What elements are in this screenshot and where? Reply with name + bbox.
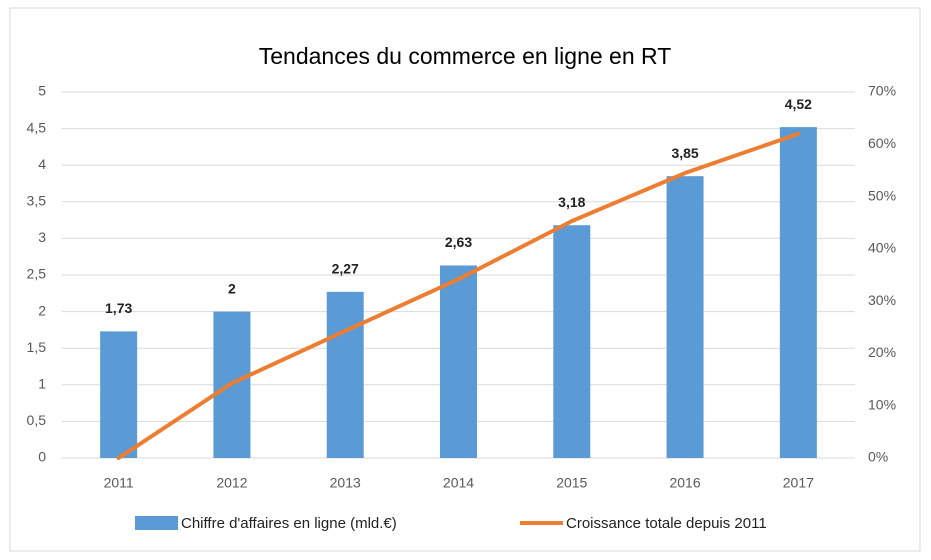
bar (100, 331, 138, 458)
x-tick-label: 2014 (443, 475, 474, 491)
x-tick-label: 2016 (669, 475, 700, 491)
data-label: 2,63 (445, 234, 472, 250)
data-label: 3,18 (558, 194, 585, 210)
x-tick-label: 2015 (556, 475, 587, 491)
bar (440, 265, 477, 458)
legend-swatch (135, 516, 178, 530)
chart-title: Tendances du commerce en ligne en RT (259, 43, 672, 69)
x-tick-label: 2011 (104, 475, 134, 491)
y2-tick-label: 0% (868, 449, 888, 465)
y2-tick-label: 20% (868, 344, 896, 360)
y2-tick-label: 50% (868, 187, 896, 203)
data-label: 4,52 (785, 96, 812, 112)
y2-tick-label: 30% (868, 292, 896, 308)
data-label: 3,85 (671, 145, 698, 161)
data-label: 1,73 (105, 300, 132, 316)
x-tick-label: 2017 (783, 475, 814, 491)
y2-tick-label: 10% (868, 396, 896, 412)
x-tick-label: 2013 (330, 475, 361, 491)
bar (326, 291, 364, 458)
y-tick-label: 3,5 (27, 193, 47, 209)
y-tick-label: 1 (38, 376, 46, 392)
bar (553, 225, 591, 458)
x-tick-label: 2012 (216, 475, 247, 491)
y-tick-label: 0,5 (27, 412, 47, 428)
y-tick-label: 2,5 (27, 266, 47, 282)
legend-label: Chiffre d'affaires en ligne (mld.€) (181, 515, 397, 532)
y-tick-label: 4 (38, 156, 46, 172)
bar (779, 127, 817, 459)
y-tick-label: 1,5 (27, 339, 47, 355)
data-label: 2 (228, 280, 236, 296)
y2-tick-label: 40% (868, 240, 896, 256)
y-tick-label: 4,5 (27, 119, 47, 135)
y2-tick-label: 60% (868, 135, 896, 151)
legend-label: Croissance totale depuis 2011 (566, 515, 767, 532)
y-tick-label: 0 (38, 449, 46, 465)
y2-tick-label: 70% (868, 83, 896, 99)
y-tick-label: 2 (38, 302, 46, 318)
bar (666, 176, 704, 458)
data-label: 2,27 (332, 261, 359, 277)
y-tick-label: 5 (38, 83, 46, 99)
line (116, 131, 801, 460)
y-tick-label: 3 (38, 229, 46, 245)
